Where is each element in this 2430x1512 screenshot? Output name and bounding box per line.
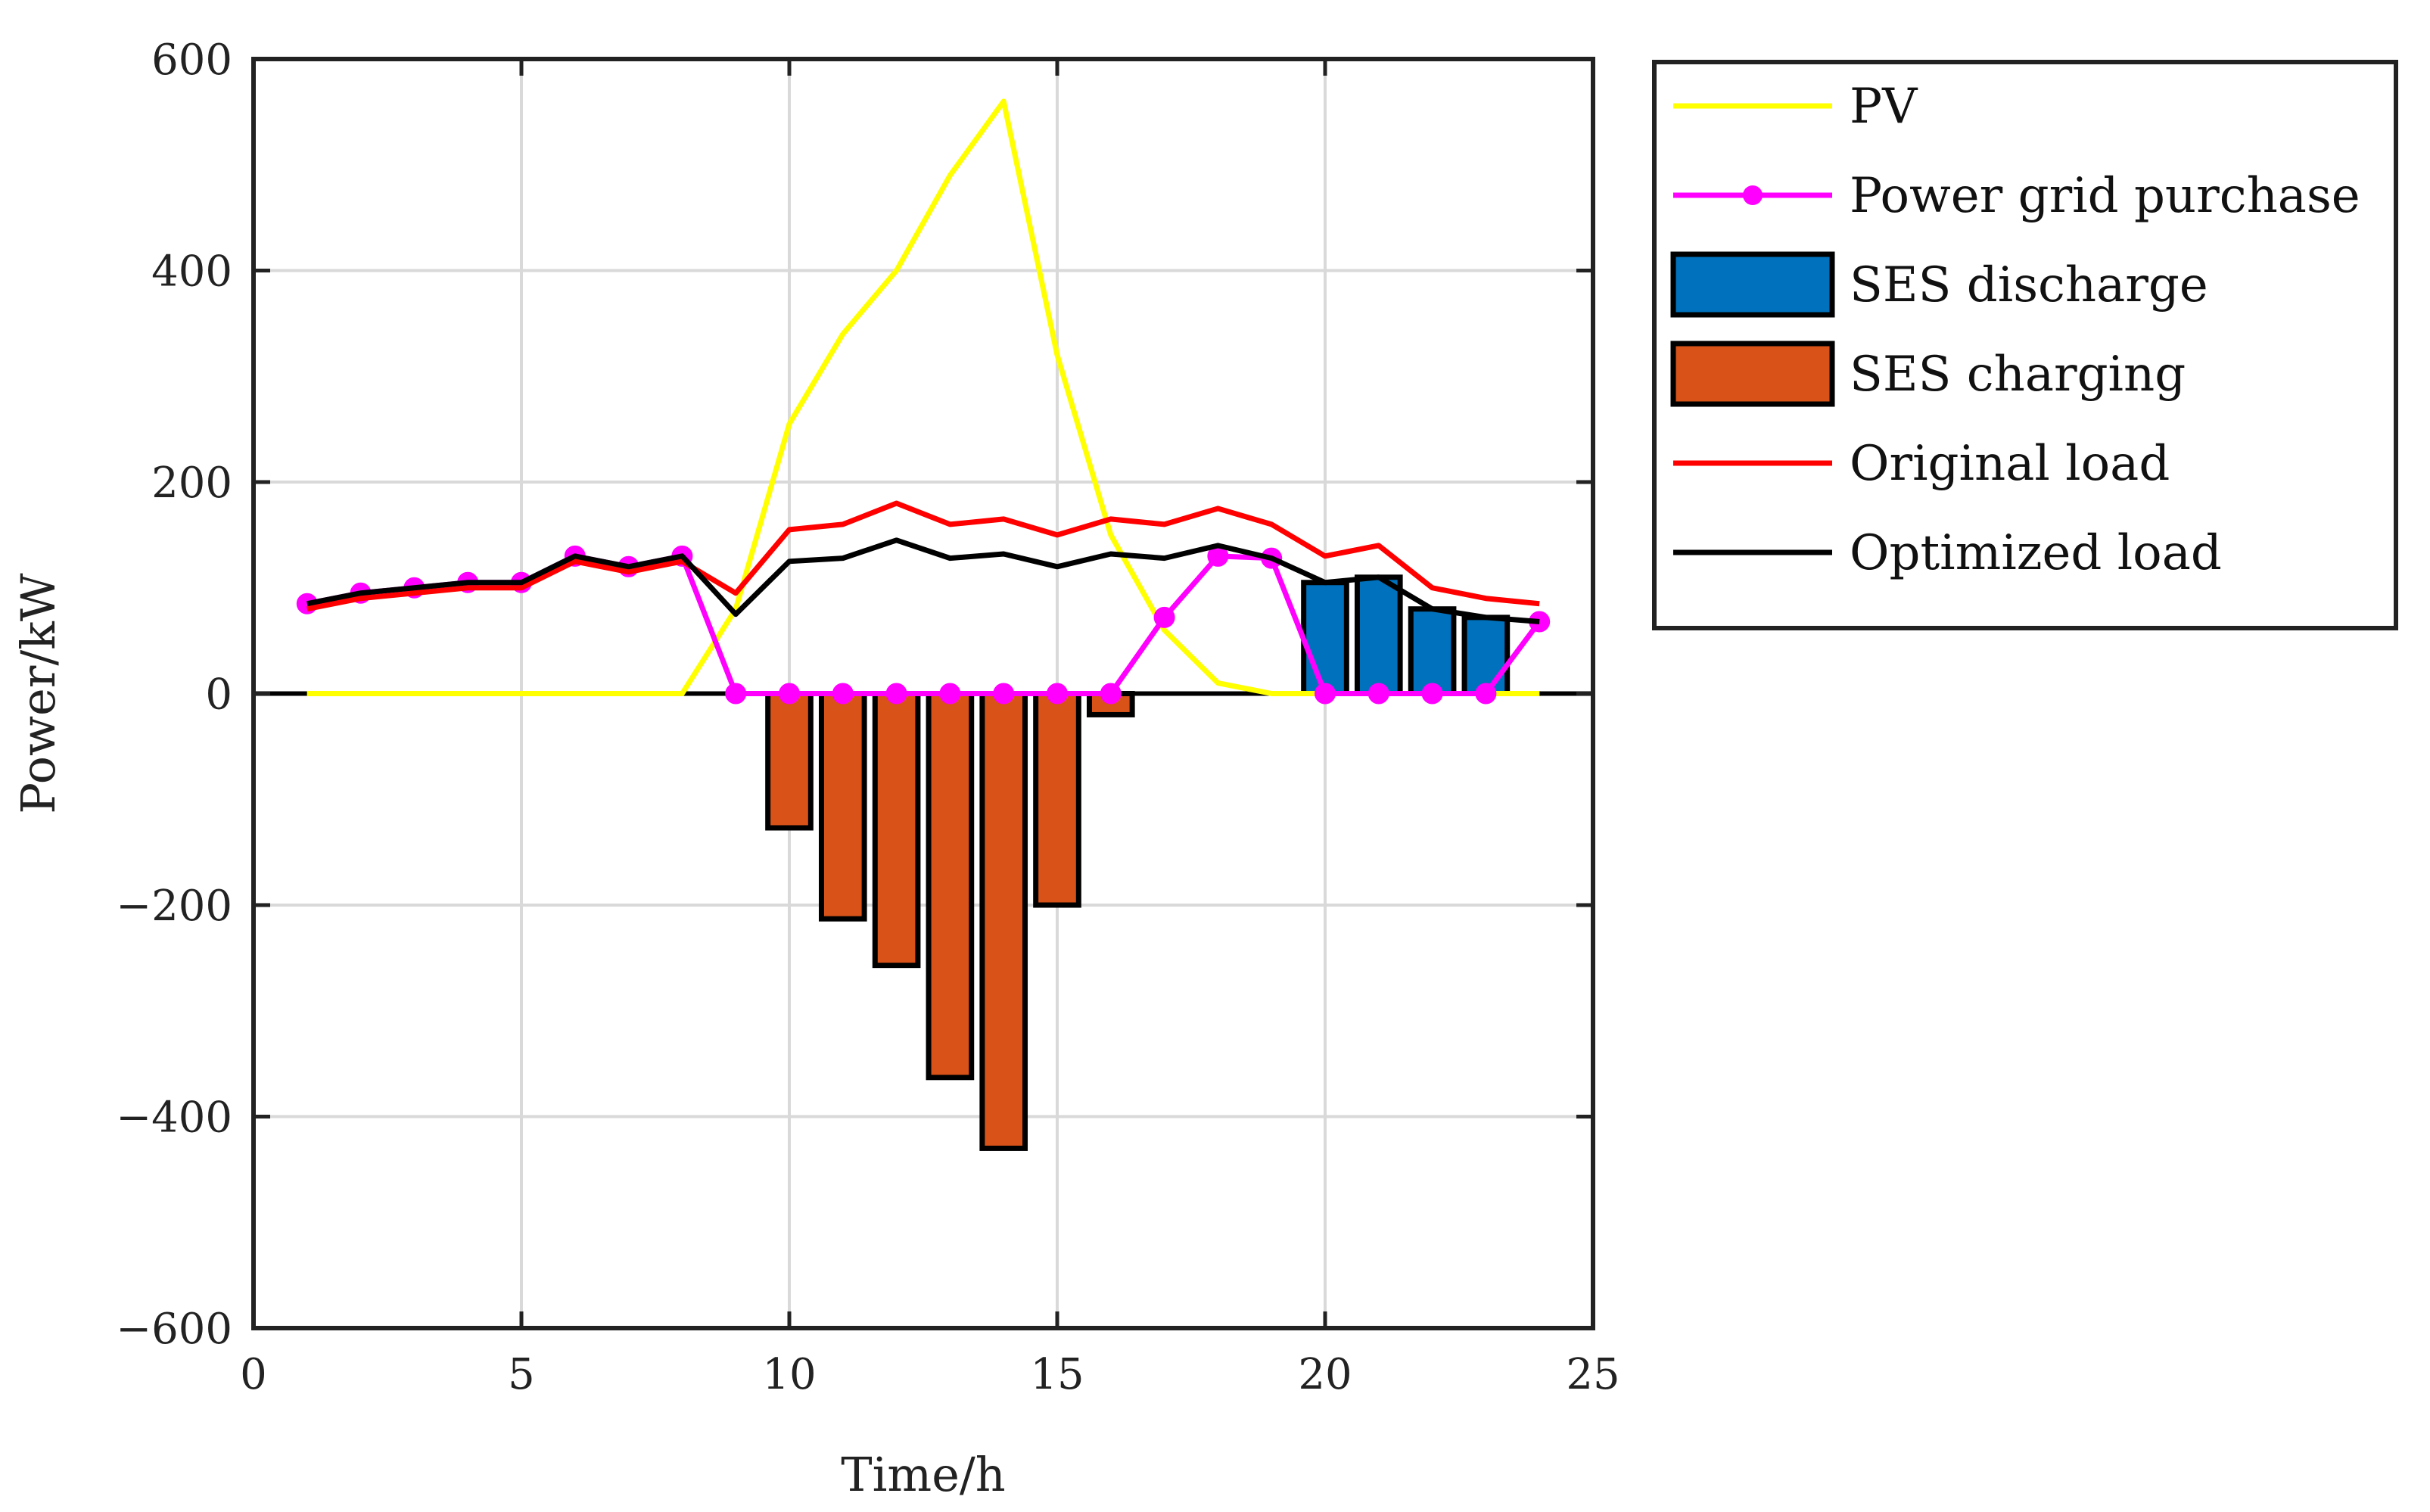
bar-ses-discharge-23 <box>1461 614 1511 697</box>
y-axis-title: Power/kW <box>11 573 66 814</box>
marker-power-grid-purchase-23 <box>1475 683 1497 705</box>
y-tick-label-0: −600 <box>116 1305 232 1354</box>
marker-power-grid-purchase-12 <box>885 683 907 705</box>
marker-power-grid-purchase-21 <box>1367 683 1389 705</box>
legend: PV Power grid purchase SES discharge SES ch… <box>1652 60 2398 630</box>
legend-label-power-grid-purchase: Power grid purchase <box>1850 168 2360 224</box>
y-tick-label-3: 0 <box>205 670 232 720</box>
x-tick-label-0: 0 <box>240 1350 267 1399</box>
bar-ses-discharge-20 <box>1301 580 1349 697</box>
bar-ses-charging-11 <box>818 691 867 922</box>
legend-label-optimized-load: Optimized load <box>1850 525 2222 581</box>
bar-ses-charging-13 <box>926 691 975 1081</box>
marker-power-grid-purchase-11 <box>832 683 854 705</box>
bar-ses-charging-12 <box>872 691 921 969</box>
legend-label-ses-discharge: SES discharge <box>1850 257 2208 313</box>
marker-power-grid-purchase-22 <box>1421 683 1443 705</box>
x-tick-label-1: 5 <box>508 1350 535 1399</box>
legend-label-original-load: Original load <box>1850 436 2170 492</box>
marker-power-grid-purchase-10 <box>779 683 800 705</box>
bar-ses-discharge-22 <box>1408 606 1457 697</box>
y-tick-label-2: −200 <box>116 882 232 931</box>
line-optimized-load <box>306 537 1540 624</box>
legend-swatch-ses-charging <box>1670 341 1835 407</box>
marker-power-grid-purchase-16 <box>1100 683 1122 705</box>
marker-power-grid-purchase-14 <box>993 683 1015 705</box>
x-tick-label-4: 20 <box>1298 1350 1352 1399</box>
y-tick-label-4: 200 <box>151 459 232 508</box>
marker-power-grid-purchase-9 <box>725 683 747 705</box>
bar-ses-charging-15 <box>1033 691 1081 908</box>
y-tick-label-5: 400 <box>151 247 232 297</box>
legend-label-ses-charging: SES charging <box>1850 347 2186 403</box>
bar-ses-charging-14 <box>979 691 1028 1151</box>
marker-power-grid-purchase-13 <box>939 683 961 705</box>
bar-ses-discharge-21 <box>1354 574 1403 697</box>
legend-marker-power-grid-purchase <box>1743 185 1763 205</box>
y-tick-label-6: 600 <box>151 36 232 85</box>
line-series <box>254 98 1593 705</box>
x-tick-label-3: 15 <box>1030 1350 1084 1399</box>
x-axis-title: Time/h <box>841 1447 1005 1502</box>
marker-power-grid-purchase-15 <box>1047 683 1068 705</box>
x-tick-label-2: 10 <box>762 1350 816 1399</box>
x-tick-label-5: 25 <box>1566 1350 1619 1399</box>
marker-power-grid-purchase-20 <box>1315 683 1336 705</box>
line-original-load <box>306 500 1540 612</box>
legend-label-pv: PV <box>1850 79 1918 135</box>
bar-ses-charging-10 <box>765 691 814 831</box>
marker-power-grid-purchase-17 <box>1153 606 1175 628</box>
legend-swatch-ses-discharge <box>1670 251 1835 318</box>
axis-ticks: 0 5 10 15 20 25 −600 −400 −200 0 200 400 600 <box>116 36 1619 1399</box>
y-tick-label-1: −400 <box>116 1094 232 1143</box>
